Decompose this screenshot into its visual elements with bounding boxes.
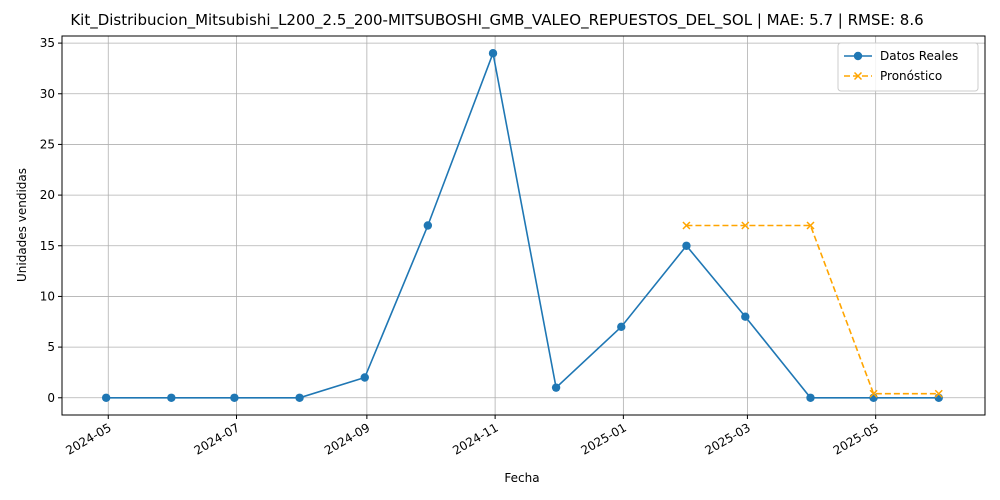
data-point: [167, 393, 176, 402]
data-point: [806, 393, 815, 402]
series-line: [686, 224, 939, 395]
data-point: [934, 389, 943, 398]
legend-marker: [853, 51, 863, 61]
x-marker-stroke: [869, 389, 878, 398]
data-point: [806, 221, 815, 230]
x-marker-stroke: [853, 71, 863, 81]
data-point: [101, 393, 111, 402]
data-point: [360, 373, 369, 382]
series-line: [106, 50, 939, 399]
x-tick-label: 2024-05: [63, 420, 113, 457]
series-layer: [101, 49, 943, 402]
y-tick-label: 30: [40, 87, 55, 101]
data-point: [423, 221, 433, 230]
y-tick-label: 10: [40, 289, 55, 303]
x-marker-stroke: [741, 221, 750, 230]
data-point: [934, 393, 943, 402]
grid: [62, 36, 985, 415]
x-tick-label: 2024-07: [192, 420, 242, 457]
data-point: [869, 393, 878, 402]
x-marker-stroke: [682, 221, 691, 230]
chart-title: Kit_Distribucion_Mitsubishi_L200_2.5_200…: [70, 11, 923, 30]
legend-label: Pronóstico: [880, 69, 942, 83]
data-point: [617, 322, 626, 332]
legend: Datos Reales Pronóstico: [837, 42, 979, 92]
data-point: [682, 241, 691, 250]
data-point: [488, 49, 498, 58]
x-marker-stroke: [806, 221, 815, 230]
data-point: [869, 389, 878, 398]
y-axis-label: Unidades vendidas: [15, 168, 29, 282]
y-tick-label: 35: [40, 36, 55, 50]
plot-frame: [61, 35, 986, 416]
axes: 2024-05 2024-07 2024-09 2024-11 2025-01 2025-…: [40, 36, 881, 458]
y-tick-label: 15: [40, 239, 55, 253]
y-tick-label: 25: [40, 137, 55, 151]
x-tick-label: 2025-05: [831, 420, 881, 457]
legend-label: Datos Reales: [880, 49, 958, 63]
data-point: [741, 221, 750, 230]
data-point: [741, 312, 750, 321]
data-point: [295, 393, 304, 402]
y-tick-label: 0: [47, 391, 55, 405]
legend-box: [837, 42, 979, 92]
x-tick-label: 2025-01: [578, 420, 628, 457]
legend-marker: [853, 71, 863, 81]
y-tick-label: 5: [47, 340, 55, 354]
x-tick-label: 2025-03: [702, 420, 752, 457]
x-tick-label: 2024-11: [450, 420, 500, 457]
x-tick-label: 2024-09: [322, 420, 372, 457]
data-point: [551, 383, 561, 392]
x-marker-stroke: [934, 389, 943, 398]
data-point: [230, 393, 239, 402]
x-axis-label: Fecha: [504, 471, 539, 485]
data-point: [682, 221, 691, 230]
y-tick-label: 20: [40, 188, 55, 202]
